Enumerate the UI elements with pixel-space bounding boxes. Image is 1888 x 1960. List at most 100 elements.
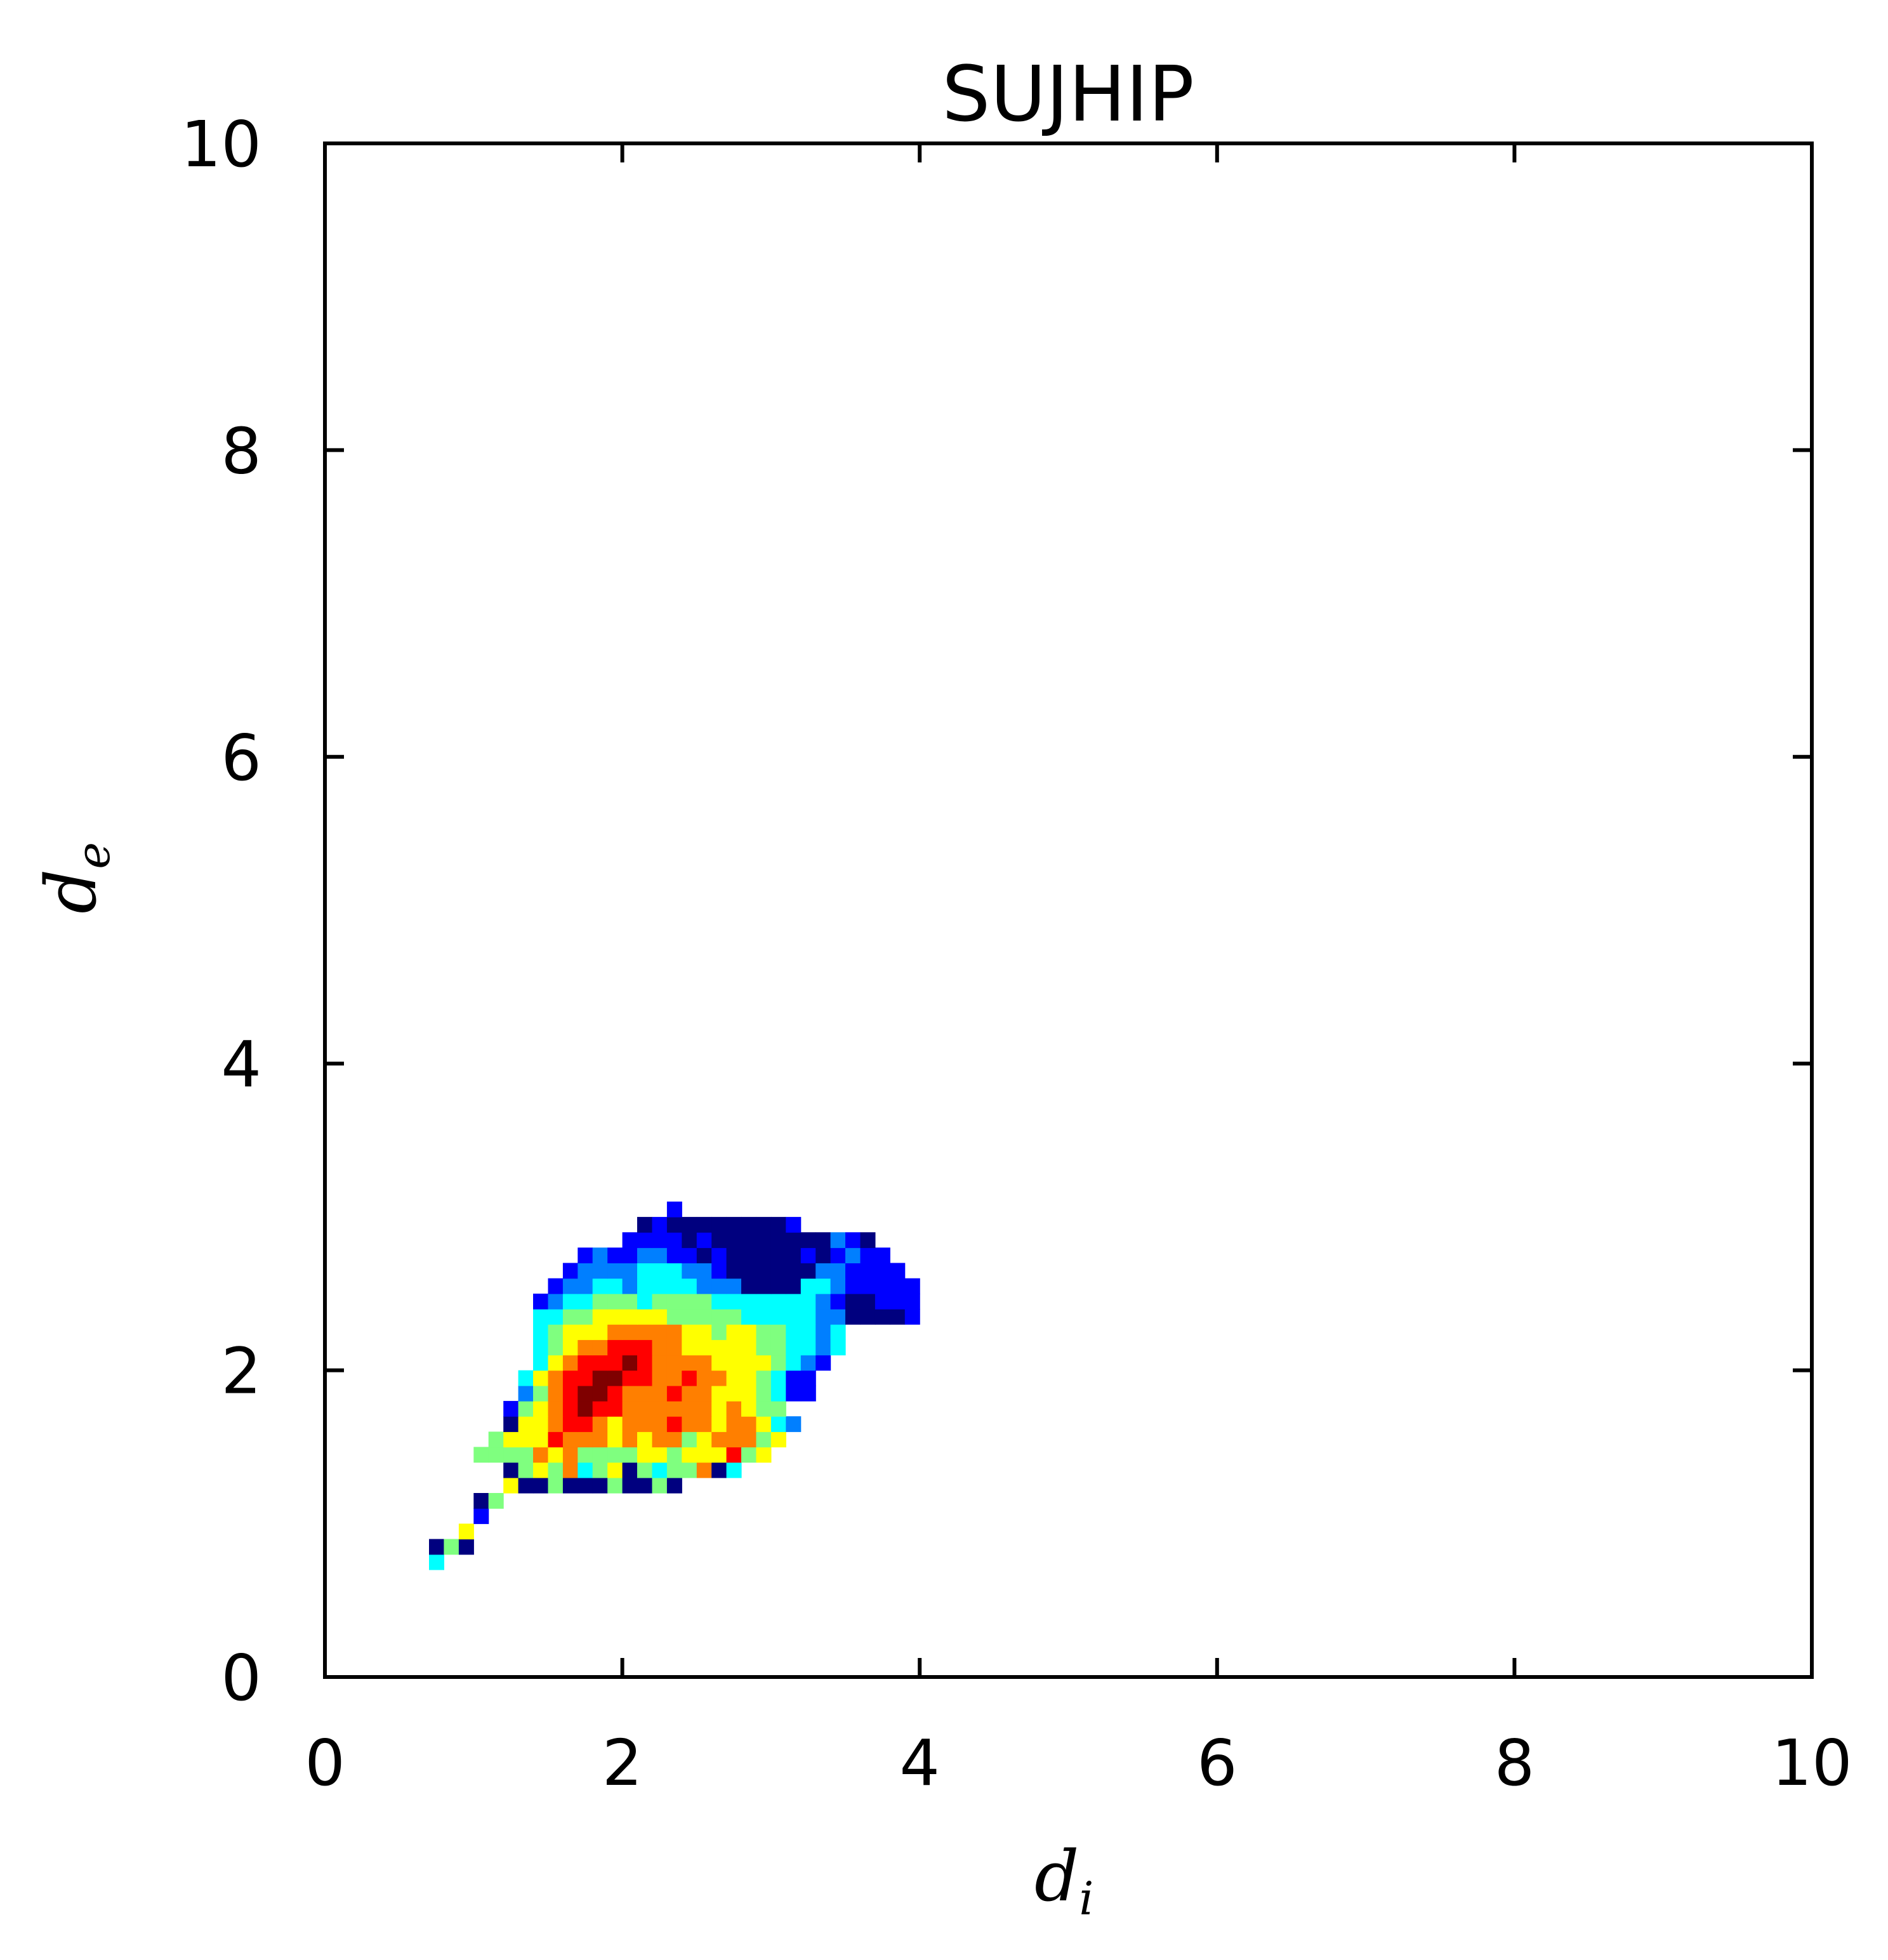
heatmap-cell bbox=[488, 1493, 504, 1509]
heatmap-cell bbox=[666, 1355, 682, 1371]
heatmap-cell bbox=[741, 1431, 756, 1448]
y-axis-label-main: d bbox=[30, 869, 112, 914]
heatmap-cell bbox=[756, 1232, 772, 1248]
heatmap-cell bbox=[533, 1355, 548, 1371]
y-tick-labels: 0 2 4 6 8 10 bbox=[181, 107, 261, 1715]
heatmap-cell bbox=[578, 1308, 593, 1325]
heatmap-cell bbox=[815, 1293, 831, 1310]
heatmap-cell bbox=[652, 1462, 668, 1478]
heatmap-cell bbox=[666, 1400, 682, 1417]
heatmap-cell bbox=[756, 1263, 772, 1279]
heatmap-cell bbox=[666, 1416, 682, 1432]
heatmap-cell bbox=[696, 1293, 712, 1310]
y-tick-label: 8 bbox=[221, 414, 261, 488]
heatmap-cell bbox=[578, 1293, 593, 1310]
heatmap-cell bbox=[578, 1416, 593, 1432]
heatmap-cell bbox=[666, 1324, 682, 1340]
heatmap-cell bbox=[652, 1293, 668, 1310]
heatmap-cell bbox=[904, 1293, 920, 1310]
heatmap-cell bbox=[770, 1263, 786, 1279]
heatmap-cell bbox=[518, 1447, 534, 1463]
heatmap-cell bbox=[666, 1308, 682, 1325]
heatmap-cell bbox=[682, 1447, 697, 1463]
heatmap-cell bbox=[696, 1247, 712, 1263]
heatmap-cell bbox=[652, 1385, 668, 1402]
heatmap-cell bbox=[592, 1416, 608, 1432]
heatmap-cell bbox=[756, 1247, 772, 1263]
heatmap-cell bbox=[875, 1278, 890, 1294]
heatmap-cell bbox=[756, 1431, 772, 1448]
heatmap-cell bbox=[711, 1462, 727, 1478]
heatmap-cell bbox=[756, 1339, 772, 1356]
heatmap-cell bbox=[622, 1308, 638, 1325]
heatmap-cell bbox=[518, 1477, 534, 1494]
heatmap-cell bbox=[518, 1416, 534, 1432]
heatmap-cell bbox=[800, 1324, 816, 1340]
heatmap-cell bbox=[518, 1431, 534, 1448]
heatmap-cell bbox=[607, 1385, 623, 1402]
heatmap-cell bbox=[726, 1293, 742, 1310]
heatmap-cell bbox=[637, 1324, 652, 1340]
heatmap-cell bbox=[726, 1431, 742, 1448]
heatmap-cell bbox=[548, 1293, 564, 1310]
heatmap-cell bbox=[682, 1324, 697, 1340]
heatmap-cell bbox=[652, 1324, 668, 1340]
heatmap-cell bbox=[726, 1400, 742, 1417]
heatmap-cell bbox=[607, 1447, 623, 1463]
heatmap-cell bbox=[503, 1462, 519, 1478]
heatmap-cell bbox=[473, 1447, 489, 1463]
heatmap-cell bbox=[666, 1201, 682, 1218]
x-tick-label: 4 bbox=[899, 1726, 940, 1800]
heatmap-cell bbox=[800, 1385, 816, 1402]
heatmap-cell bbox=[756, 1278, 772, 1294]
heatmap-cell bbox=[696, 1385, 712, 1402]
heatmap-cell bbox=[592, 1263, 608, 1279]
heatmap-cell bbox=[622, 1385, 638, 1402]
heatmap-cell bbox=[578, 1247, 593, 1263]
heatmap-cell bbox=[562, 1462, 578, 1478]
heatmap-cell bbox=[682, 1278, 697, 1294]
heatmap-cell bbox=[592, 1370, 608, 1386]
heatmap-cell bbox=[711, 1293, 727, 1310]
x-tick-label: 6 bbox=[1197, 1726, 1238, 1800]
heatmap-cell bbox=[562, 1263, 578, 1279]
heatmap-cell bbox=[473, 1493, 489, 1509]
heatmap-cell bbox=[592, 1431, 608, 1448]
heatmap-cell bbox=[800, 1308, 816, 1325]
heatmap-cell bbox=[786, 1370, 802, 1386]
heatmap-cell bbox=[652, 1477, 668, 1494]
heatmap-cell bbox=[622, 1278, 638, 1294]
heatmap-cell bbox=[770, 1339, 786, 1356]
heatmap-cell bbox=[741, 1447, 756, 1463]
heatmap-cell bbox=[696, 1278, 712, 1294]
heatmap-cell bbox=[548, 1477, 564, 1494]
heatmap-cell bbox=[786, 1278, 802, 1294]
heatmap-cell bbox=[607, 1339, 623, 1356]
heatmap-cell bbox=[696, 1216, 712, 1233]
heatmap-cell bbox=[741, 1247, 756, 1263]
heatmap-cell bbox=[592, 1355, 608, 1371]
heatmap-cell bbox=[666, 1447, 682, 1463]
heatmap-cell bbox=[666, 1431, 682, 1448]
heatmap-cell bbox=[890, 1308, 906, 1325]
heatmap-cell bbox=[518, 1385, 534, 1402]
heatmap-cell bbox=[860, 1293, 876, 1310]
heatmap-cell bbox=[533, 1308, 548, 1325]
heatmap-cell bbox=[666, 1293, 682, 1310]
heatmap-cell bbox=[578, 1324, 593, 1340]
heatmap-cell bbox=[770, 1370, 786, 1386]
heatmap-cell bbox=[815, 1324, 831, 1340]
heatmap-cell bbox=[562, 1293, 578, 1310]
heatmap-cell bbox=[458, 1539, 474, 1555]
heatmap-cell bbox=[726, 1278, 742, 1294]
heatmap-cell bbox=[741, 1416, 756, 1432]
heatmap-cell bbox=[592, 1278, 608, 1294]
y-tick-label: 10 bbox=[181, 107, 261, 181]
heatmap-cell bbox=[637, 1278, 652, 1294]
heatmap-cell bbox=[800, 1355, 816, 1371]
heatmap-cell bbox=[607, 1462, 623, 1478]
heatmap-cell bbox=[533, 1431, 548, 1448]
heatmap-cell bbox=[637, 1263, 652, 1279]
heatmap-cell bbox=[637, 1385, 652, 1402]
heatmap-cell bbox=[770, 1293, 786, 1310]
